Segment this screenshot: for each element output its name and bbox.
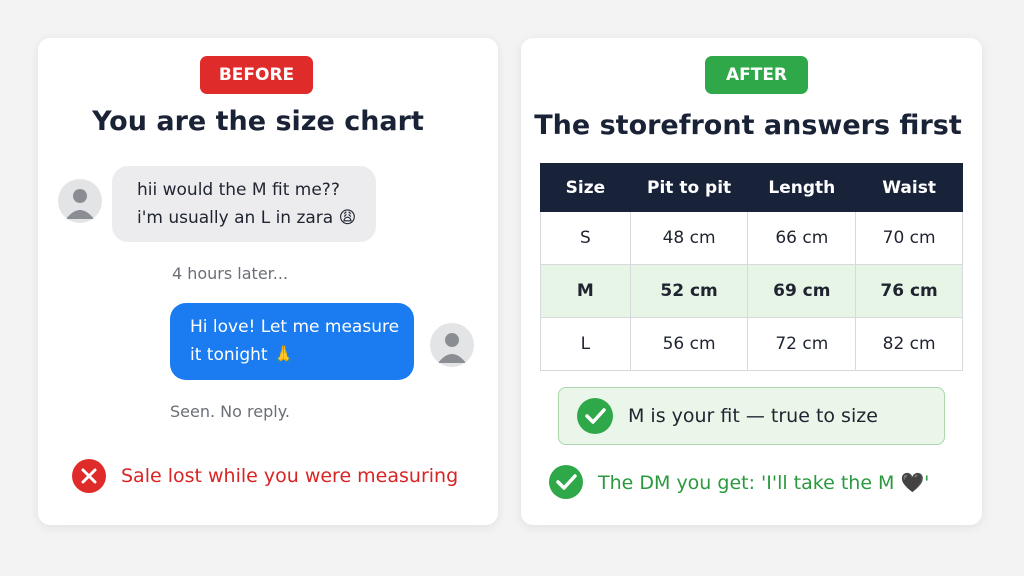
cell: 70 cm [855, 211, 963, 265]
header-cell: Waist [855, 163, 963, 212]
check-icon [577, 398, 613, 434]
header-cell: Pit to pit [629, 163, 749, 212]
after-badge: AFTER [705, 56, 808, 94]
delay-text: 4 hours later... [171, 264, 289, 283]
fit-note: M is your fit — true to size [628, 405, 878, 427]
delay-note: 4 hours later... [38, 264, 498, 283]
check-icon [549, 465, 583, 499]
table-row: L 56 cm 72 cm 82 cm [540, 317, 963, 371]
customer-bubble [112, 166, 376, 242]
table-row: S 48 cm 66 cm 70 cm [540, 211, 963, 265]
seller-bubble [170, 303, 414, 380]
before-outcome: Sale lost while you were measuring [121, 465, 459, 487]
cell: 66 cm [747, 211, 857, 265]
cell: 72 cm [747, 317, 857, 371]
header-cell: Length [747, 163, 857, 212]
before-title: You are the size chart [92, 106, 424, 137]
seller-avatar [430, 323, 474, 367]
fail-icon [72, 459, 106, 493]
message-line: Hi love! Let me measure [190, 317, 400, 337]
avatar-icon [66, 189, 94, 219]
header-row: Size Pit to pit Length Waist [540, 163, 963, 212]
cell: S [540, 211, 631, 265]
highlight-row: M 52 cm 69 cm 76 cm [540, 264, 963, 318]
before-badge: BEFORE [200, 56, 313, 94]
after-title: The storefront answers first [534, 110, 962, 141]
header-cell: Size [540, 163, 631, 212]
cell: M [540, 264, 631, 318]
fit-box [558, 387, 945, 445]
size-table: Size Pit to pit Length Waist S 48 cm 66 … [540, 163, 963, 371]
message-line: i'm usually an L in zara 😩 [137, 208, 357, 228]
cell: 82 cm [855, 317, 963, 371]
avatar-icon [438, 333, 466, 363]
cell: 52 cm [629, 264, 749, 318]
status-note: Seen. No reply. [38, 402, 498, 421]
before-card [38, 38, 498, 525]
cell: 69 cm [747, 264, 857, 318]
customer-avatar [58, 179, 102, 223]
status-text: Seen. No reply. [170, 402, 290, 421]
cell: L [540, 317, 631, 371]
message-line: hii would the M fit me?? [137, 180, 340, 200]
cell: 76 cm [855, 264, 963, 318]
after-outcome: The DM you get: 'I'll take the M 🖤' [598, 472, 930, 494]
cell: 56 cm [629, 317, 749, 371]
message-line: it tonight 🙏 [190, 345, 295, 365]
cell: 48 cm [629, 211, 749, 265]
